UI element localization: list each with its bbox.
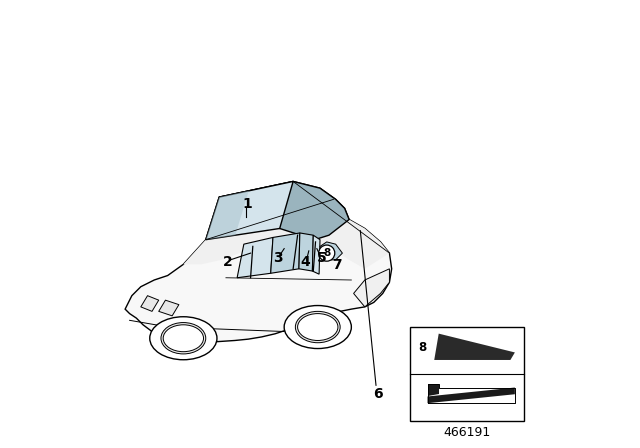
Polygon shape bbox=[312, 235, 320, 274]
Ellipse shape bbox=[296, 311, 340, 343]
Polygon shape bbox=[184, 181, 389, 269]
Text: 466191: 466191 bbox=[443, 426, 490, 439]
Circle shape bbox=[319, 245, 335, 261]
Polygon shape bbox=[435, 334, 515, 360]
Text: 4: 4 bbox=[301, 255, 310, 269]
Ellipse shape bbox=[298, 314, 338, 340]
Text: 8: 8 bbox=[419, 341, 427, 354]
Bar bbox=[410, 327, 524, 421]
Polygon shape bbox=[237, 237, 273, 278]
Polygon shape bbox=[220, 181, 349, 240]
Ellipse shape bbox=[163, 325, 204, 352]
Text: 3: 3 bbox=[273, 250, 282, 265]
Polygon shape bbox=[141, 296, 159, 311]
Ellipse shape bbox=[284, 306, 351, 349]
Text: 1: 1 bbox=[243, 197, 252, 211]
Polygon shape bbox=[428, 384, 439, 396]
Polygon shape bbox=[159, 300, 179, 316]
Polygon shape bbox=[206, 191, 249, 240]
Polygon shape bbox=[206, 181, 293, 240]
Ellipse shape bbox=[150, 317, 217, 360]
Ellipse shape bbox=[161, 323, 206, 354]
Polygon shape bbox=[299, 233, 314, 271]
Text: 6: 6 bbox=[373, 387, 383, 401]
Text: 7: 7 bbox=[332, 258, 342, 272]
Text: 5: 5 bbox=[316, 250, 326, 265]
Polygon shape bbox=[428, 388, 515, 403]
Text: 8: 8 bbox=[323, 248, 330, 258]
Polygon shape bbox=[353, 269, 389, 307]
Text: 2: 2 bbox=[223, 255, 233, 269]
Polygon shape bbox=[271, 233, 300, 273]
Polygon shape bbox=[320, 242, 342, 260]
Polygon shape bbox=[125, 181, 392, 343]
